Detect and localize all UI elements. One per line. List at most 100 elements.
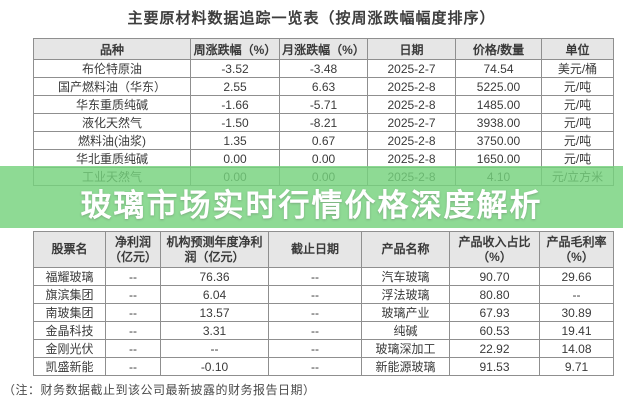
table-row: 金刚光伏 -- -- -- 玻璃深加工 22.92 14.08 [33, 339, 614, 358]
column-header: 月涨跌幅（%） [279, 38, 368, 60]
page-title: 主要原材料数据追踪一览表（按周涨跌幅幅度排序） [127, 10, 496, 27]
table-cell: -- [268, 321, 362, 340]
stocks-table-header-row: 股票名 净利润（亿元） 机构预测年度净利润（亿元） 截止日期 产品名称 产品收入占比（%）… [33, 231, 614, 268]
table-cell: -- [105, 339, 161, 358]
table-cell: -- [268, 285, 362, 304]
table-cell: 2025-2-8 [367, 149, 456, 168]
column-header: 周涨跌幅（%） [190, 38, 280, 60]
table-cell: -1.66 [190, 95, 280, 114]
table-cell: 0.67 [279, 131, 368, 150]
table-cell: 国产燃料油（华东） [33, 77, 191, 96]
table-cell: -8.21 [279, 113, 368, 132]
table-cell: 浮法玻璃 [361, 285, 450, 304]
materials-table: 品种 周涨跌幅（%） 月涨跌幅（%） 日期 价格/数量 单位 布伦特原油 -3.52 -3.4… [33, 38, 614, 186]
table-cell: -5.71 [279, 95, 368, 114]
table-cell: 6.04 [160, 285, 269, 304]
column-header: 截止日期 [268, 231, 362, 268]
table-cell: 液化天然气 [33, 113, 191, 132]
table-cell: 14.08 [539, 339, 614, 358]
column-header: 净利润（亿元） [105, 231, 161, 268]
table-cell: 29.66 [539, 267, 614, 286]
table-cell: 74.54 [455, 59, 542, 78]
footnote: （注：财务数据截止到该公司最新披露的财务报告日期） [3, 383, 316, 397]
column-header: 产品收入占比（%） [449, 231, 540, 268]
stocks-table: 股票名 净利润（亿元） 机构预测年度净利润（亿元） 截止日期 产品名称 产品收入占比（%）… [33, 231, 614, 376]
table-cell: 元/吨 [541, 113, 614, 132]
table-row: 南玻集团 -- 13.57 -- 玻璃产业 67.93 30.89 [33, 303, 614, 322]
stocks-table-body: 福耀玻璃 -- 76.36 -- 汽车玻璃 90.70 29.66 旗滨集团 -- 6.04 -- 浮… [33, 267, 614, 376]
table-cell: 元/吨 [541, 77, 614, 96]
table-cell: -- [268, 339, 362, 358]
table-cell: -3.52 [190, 59, 280, 78]
table-cell: 2025-2-7 [367, 113, 456, 132]
table-cell: -- [105, 285, 161, 304]
column-header: 产品毛利率（%） [539, 231, 614, 268]
table-cell: 2025-2-8 [367, 95, 456, 114]
table-row: 华东重质纯碱 -1.66 -5.71 2025-2-8 1485.00 元/吨 [33, 95, 614, 114]
column-header: 价格/数量 [455, 38, 542, 60]
table-cell: 91.53 [449, 357, 540, 376]
table-cell: 9.71 [539, 357, 614, 376]
table-cell: 元/吨 [541, 131, 614, 150]
materials-table-header-row: 品种 周涨跌幅（%） 月涨跌幅（%） 日期 价格/数量 单位 [33, 38, 614, 60]
table-cell: 3750.00 [455, 131, 542, 150]
table-cell: 金晶科技 [33, 321, 106, 340]
table-cell: 0.00 [190, 149, 280, 168]
table-cell: 玻璃深加工 [361, 339, 450, 358]
table-cell: 67.93 [449, 303, 540, 322]
table-cell: 玻璃产业 [361, 303, 450, 322]
column-header: 品种 [33, 38, 191, 60]
table-cell: 南玻集团 [33, 303, 106, 322]
table-cell: 5225.00 [455, 77, 542, 96]
table-cell: 80.80 [449, 285, 540, 304]
table-cell: 元/吨 [541, 95, 614, 114]
table-row: 福耀玻璃 -- 76.36 -- 汽车玻璃 90.70 29.66 [33, 267, 614, 286]
column-header: 产品名称 [361, 231, 450, 268]
table-cell: -- [539, 285, 614, 304]
table-cell: 19.41 [539, 321, 614, 340]
table-cell: 元/吨 [541, 149, 614, 168]
table-cell: 布伦特原油 [33, 59, 191, 78]
table-cell: -- [268, 357, 362, 376]
table-row: 布伦特原油 -3.52 -3.48 2025-2-7 74.54 美元/桶 [33, 59, 614, 78]
table-row: 液化天然气 -1.50 -8.21 2025-2-7 3938.00 元/吨 [33, 113, 614, 132]
table-cell: 华北重质纯碱 [33, 149, 191, 168]
table-cell: 30.89 [539, 303, 614, 322]
column-header: 日期 [367, 38, 456, 60]
table-cell: -- [268, 303, 362, 322]
table-cell: 燃料油(油浆) [33, 131, 191, 150]
table-cell: 凯盛新能 [33, 357, 106, 376]
table-cell: -3.48 [279, 59, 368, 78]
banner-title: 玻璃市场实时行情价格深度解析 [80, 188, 543, 223]
table-row: 金晶科技 -- 3.31 -- 纯碱 60.53 19.41 [33, 321, 614, 340]
table-cell: 新能源玻璃 [361, 357, 450, 376]
table-row: 凯盛新能 -- -0.10 -- 新能源玻璃 91.53 9.71 [33, 357, 614, 376]
table-cell: 华东重质纯碱 [33, 95, 191, 114]
table-cell: -- [105, 321, 161, 340]
table-cell: -0.10 [160, 357, 269, 376]
table-row: 旗滨集团 -- 6.04 -- 浮法玻璃 80.80 -- [33, 285, 614, 304]
banner-overlay: 玻璃市场实时行情价格深度解析 [0, 166, 623, 228]
table-cell: -- [268, 267, 362, 286]
table-cell: 1485.00 [455, 95, 542, 114]
column-header: 机构预测年度净利润（亿元） [160, 231, 269, 268]
table-cell: 美元/桶 [541, 59, 614, 78]
column-header: 单位 [541, 38, 614, 60]
table-cell: 6.63 [279, 77, 368, 96]
table-cell: 2.55 [190, 77, 280, 96]
table-row: 燃料油(油浆) 1.35 0.67 2025-2-8 3750.00 元/吨 [33, 131, 614, 150]
table-cell: 13.57 [160, 303, 269, 322]
table-cell: 22.92 [449, 339, 540, 358]
table-cell: 90.70 [449, 267, 540, 286]
table-cell: -- [105, 357, 161, 376]
table-cell: 1650.00 [455, 149, 542, 168]
table-cell: 金刚光伏 [33, 339, 106, 358]
table-cell: 1.35 [190, 131, 280, 150]
table-cell: 3.31 [160, 321, 269, 340]
table-cell: 76.36 [160, 267, 269, 286]
table-cell: 2025-2-7 [367, 59, 456, 78]
table-cell: 2025-2-8 [367, 131, 456, 150]
column-header: 股票名 [33, 231, 106, 268]
table-cell: -1.50 [190, 113, 280, 132]
